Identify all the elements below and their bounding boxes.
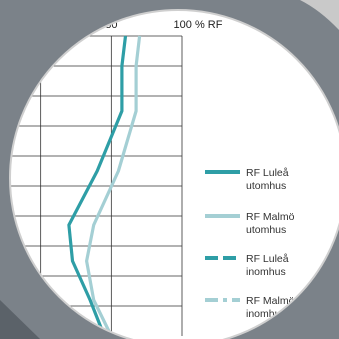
- x-tick-label: 100 % RF: [174, 19, 223, 31]
- series-line-0: [67, 35, 128, 337]
- series-group: [10, 35, 142, 337]
- legend-label-0-line1: RF Luleå: [246, 167, 289, 179]
- x-tick-label: 60: [33, 19, 45, 31]
- legend-label-2-line1: RF Luleå: [246, 253, 289, 265]
- series-line-3: [10, 95, 14, 322]
- legend-label-3-line2: inomhus: [246, 308, 286, 320]
- legend-label-2-line2: inomhus: [246, 266, 286, 278]
- legend-label-1-line2: utomhus: [246, 224, 286, 236]
- lens-rim: [9, 9, 339, 339]
- legend-label-0-line2: utomhus: [246, 180, 286, 192]
- series-line-1: [84, 35, 142, 337]
- legend-label-3-line1: RF Malmö: [246, 295, 295, 307]
- legend-label-1-line1: RF Malmö: [246, 211, 295, 223]
